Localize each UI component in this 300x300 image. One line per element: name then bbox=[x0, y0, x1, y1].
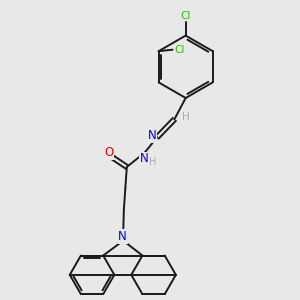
Text: O: O bbox=[104, 146, 114, 160]
Text: H: H bbox=[149, 157, 157, 166]
Text: N: N bbox=[118, 230, 127, 243]
Text: Cl: Cl bbox=[181, 11, 191, 21]
Text: Cl: Cl bbox=[174, 45, 184, 55]
Text: N: N bbox=[147, 129, 156, 142]
Text: N: N bbox=[140, 152, 148, 165]
Text: H: H bbox=[182, 112, 190, 122]
